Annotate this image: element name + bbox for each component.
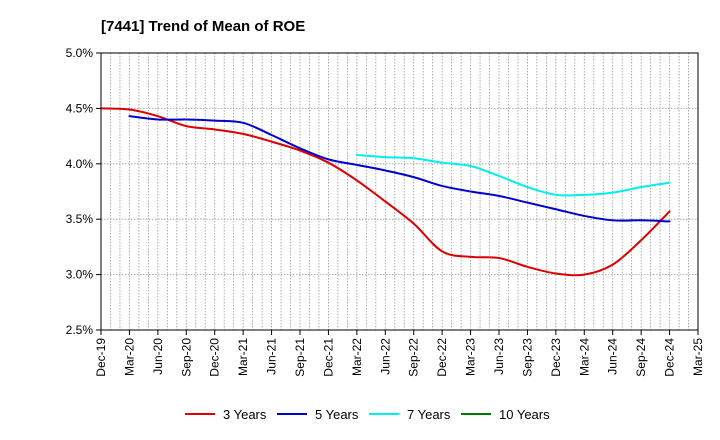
y-axis: 2.5% 3.0% 3.5% 4.0% 4.5% 5.0% [66,46,101,337]
x-axis: Dec-19 Mar-20 Jun-20 Sep-20 Dec-20 Mar-21 Jun-… [94,330,705,377]
x-tick-label: Jun-23 [492,338,506,375]
chart-title: [7441] Trend of Mean of ROE [101,18,305,35]
grid [101,53,698,330]
y-tick-label: 5.0% [66,46,94,60]
x-tick-label: Mar-23 [464,338,478,376]
x-tick-label: Jun-21 [265,338,279,375]
x-tick-label: Dec-21 [321,338,335,377]
x-tick-label: Sep-24 [634,338,648,377]
series-lines [100,107,671,277]
y-tick-label: 3.0% [66,268,94,282]
x-tick-label: Jun-22 [378,338,392,375]
plot-frame [100,52,699,331]
x-tick-label: Dec-20 [208,338,222,377]
x-tick-label: Mar-20 [122,338,136,376]
x-tick-label: Sep-23 [520,338,534,377]
x-tick-label: Jun-24 [606,338,620,375]
x-tick-label: Mar-21 [236,338,250,376]
x-tick-label: Mar-25 [691,338,705,376]
legend-label-5-years: 5 Years [315,407,359,422]
y-tick-label: 4.5% [66,101,94,115]
x-tick-label: Mar-24 [577,338,591,376]
series-line-5-years [128,115,671,223]
y-tick-label: 4.0% [66,157,94,171]
x-tick-label: Sep-22 [407,338,421,377]
x-tick-label: Sep-20 [179,338,193,377]
legend-label-10-years: 10 Years [499,407,550,422]
x-tick-label: Dec-23 [549,338,563,377]
y-tick-label: 3.5% [66,212,94,226]
series-line-7-years [355,153,671,197]
x-tick-label: Sep-21 [293,338,307,377]
x-tick-label: Mar-22 [350,338,364,376]
x-tick-label: Jun-20 [151,338,165,375]
legend-label-7-years: 7 Years [407,407,451,422]
legend: 3 Years 5 Years 7 Years 10 Years [185,407,550,422]
x-tick-label: Dec-22 [435,338,449,377]
y-tick-label: 2.5% [66,323,94,337]
legend-label-3-years: 3 Years [223,407,267,422]
series-line-3-years [100,107,671,277]
x-tick-label: Dec-19 [94,338,108,377]
x-tick-label: Dec-24 [663,338,677,377]
